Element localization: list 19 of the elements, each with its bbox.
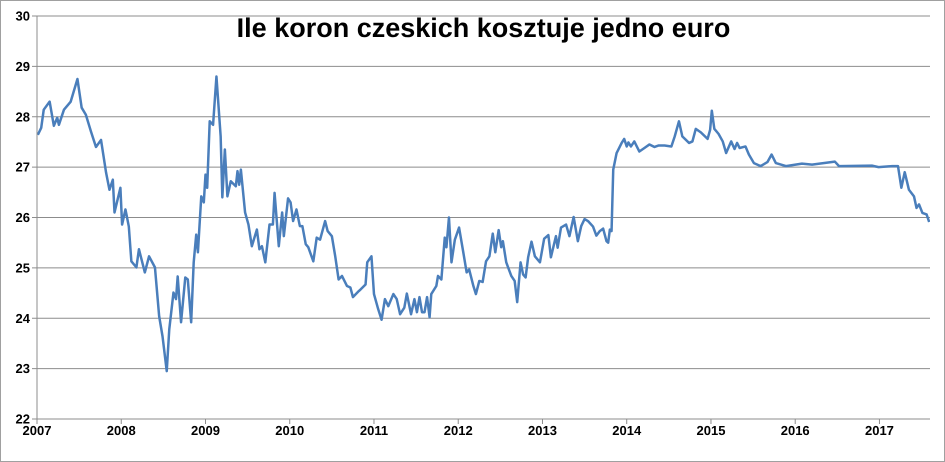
y-tick-label: 29 xyxy=(16,58,30,74)
x-tick-label: 2008 xyxy=(106,423,136,438)
x-tick-label: 2016 xyxy=(780,423,810,438)
x-tick-label: 2013 xyxy=(528,423,557,438)
x-tick-label: 2011 xyxy=(360,423,388,438)
x-tick-label: 2010 xyxy=(275,423,304,438)
y-tick-label: 23 xyxy=(16,361,30,376)
y-tick-label: 26 xyxy=(16,210,30,226)
x-tick-label: 2009 xyxy=(191,423,220,438)
y-tick-label: 25 xyxy=(16,260,30,276)
x-tick-label: 2012 xyxy=(444,423,473,438)
y-tick-label: 28 xyxy=(16,109,30,124)
chart-title: Ile koron czeskich kosztuje jedno euro xyxy=(236,13,732,44)
x-tick-label: 2015 xyxy=(696,423,726,438)
y-tick-label: 27 xyxy=(16,160,30,175)
y-tick-label: 24 xyxy=(16,310,31,326)
y-tick-label: 30 xyxy=(16,8,30,24)
x-tick-label: 2014 xyxy=(612,423,642,438)
x-tick-label: 2017 xyxy=(864,423,894,438)
